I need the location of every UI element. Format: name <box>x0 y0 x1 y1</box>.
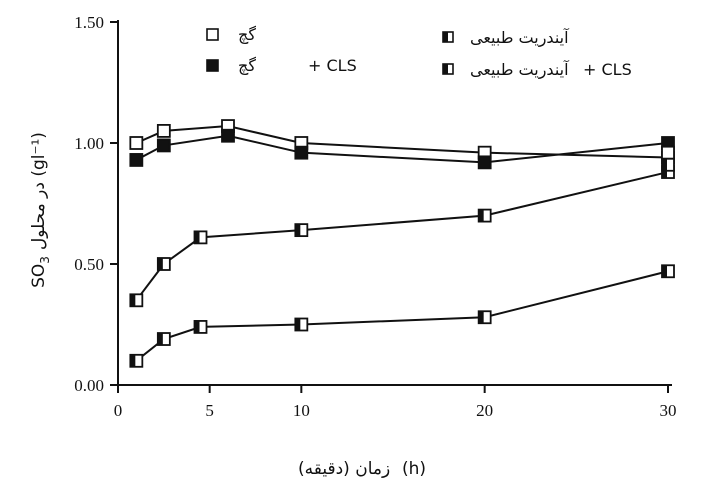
data-point-series-3 <box>661 264 675 279</box>
y-axis-title-so: SO <box>29 264 49 288</box>
x-axis-title-unit: (h) <box>402 459 426 479</box>
data-point-series-1 <box>221 128 235 143</box>
data-point-series-0 <box>156 123 171 138</box>
data-point-series-3 <box>294 317 309 332</box>
x-axis-title: (h) زمان (دقیقه) <box>298 459 426 479</box>
data-point-series-3 <box>193 320 208 334</box>
data-point-series-2 <box>193 230 208 245</box>
legend-marker-anhydrite-fill <box>443 32 448 42</box>
data-point-series-3 <box>129 353 144 368</box>
y-tick-label: 0.00 <box>74 376 104 395</box>
y-tick-label: 1.50 <box>74 13 104 32</box>
x-tick-label: 20 <box>476 401 493 420</box>
legend-label-anhydrite-cls-name: آیندریت طبیعی <box>470 60 570 80</box>
series-line-3 <box>135 270 669 362</box>
y-ticks: 0.00 0.50 1.00 1.50 <box>74 13 118 395</box>
x-tick-label: 30 <box>660 401 677 420</box>
data-point-series-1 <box>129 153 144 167</box>
legend: گچ گچ + CLS آیندریت طبیعی + CLS آیندریت … <box>206 25 632 80</box>
y-axis-title-rest: در محلول (gl⁻¹) <box>29 132 49 250</box>
legend-label-gypsum-cls-prefix: + CLS <box>308 56 357 75</box>
x-tick-label: 0 <box>114 401 123 420</box>
data-point-series-3 <box>477 310 492 325</box>
legend-marker-gypsum <box>206 28 219 41</box>
x-ticks: 0 5 10 20 30 <box>114 385 677 420</box>
series-line-0 <box>135 125 669 159</box>
data-point-series-0 <box>129 136 144 150</box>
data-point-series-1 <box>477 155 492 170</box>
y-axis-title: SO3 در محلول (gl⁻¹) <box>29 132 52 288</box>
data-point-series-2 <box>129 293 144 308</box>
data-point-series-2 <box>477 208 492 223</box>
series-line-2 <box>135 171 669 301</box>
tail-point-0 <box>661 145 675 160</box>
legend-marker-gypsum-cls <box>206 59 219 72</box>
data-point-series-2 <box>156 257 171 271</box>
legend-label-anhydrite-cls-prefix: + CLS <box>583 60 632 79</box>
y-tick-label: 0.50 <box>74 255 104 274</box>
y-tick-label: 1.00 <box>74 134 104 153</box>
svg-text:SO3در محلول (gl⁻¹): SO3 در محلول (gl⁻¹) <box>29 132 52 288</box>
data-point-series-1 <box>294 145 309 160</box>
legend-label-gypsum-cls-name: گچ <box>238 56 256 75</box>
x-axis-title-text: زمان (دقیقه) <box>298 459 390 479</box>
data-point-series-1 <box>156 138 171 153</box>
legend-marker-anhydrite-cls-fill <box>443 64 448 74</box>
legend-label-gypsum: گچ <box>238 25 256 44</box>
y-axis-title-sub: 3 <box>38 256 52 264</box>
tail-point-1 <box>661 157 675 172</box>
x-tick-label: 10 <box>293 401 310 420</box>
data-point-series-2 <box>294 223 309 238</box>
series-layer <box>129 119 675 368</box>
x-tick-label: 5 <box>205 401 214 420</box>
legend-label-anhydrite: آیندریت طبیعی <box>470 28 570 48</box>
data-point-series-3 <box>156 332 171 346</box>
